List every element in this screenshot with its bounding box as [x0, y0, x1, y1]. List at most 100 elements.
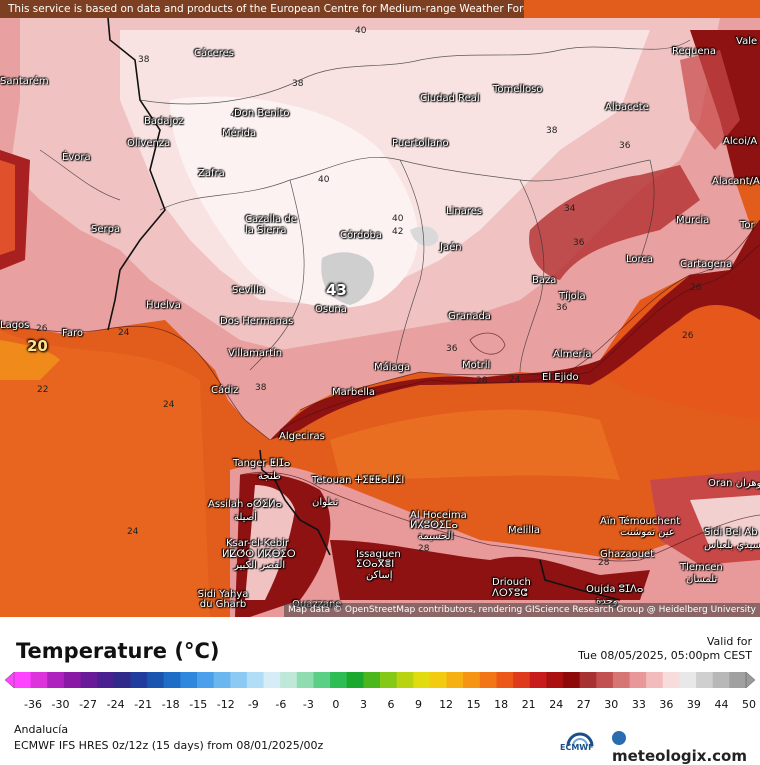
- brand-label: meteologix.com: [612, 747, 747, 765]
- colorbar-cell: [97, 672, 115, 688]
- min-temperature-marker: 20: [27, 337, 48, 355]
- colorbar-cell: [14, 672, 32, 688]
- isoline-label: 38: [546, 126, 558, 136]
- colorbar-cell: [596, 672, 614, 688]
- city-label: Murcia: [676, 215, 710, 226]
- city-label: Assilah ⴰⵚⵉⵍⴰ: [208, 499, 283, 510]
- city-label: Tetouan ⵜⵉⵟⵟⴰⵡⵉⵏ: [312, 475, 405, 486]
- isoline-label: 38: [292, 79, 304, 89]
- city-label: Almería: [553, 349, 592, 360]
- colorbar-cell: [263, 672, 281, 688]
- colorbar-cell: [429, 672, 448, 688]
- colorbar-tick-label: 0: [332, 698, 340, 711]
- city-label: Marbella: [332, 387, 376, 398]
- colorbar-tick-label: -6: [275, 698, 287, 711]
- colorbar-cell: [729, 672, 747, 688]
- colorbar-tick-label: -21: [134, 698, 153, 711]
- ecmwf-logo-icon: [566, 732, 594, 747]
- isoline-label: 26: [690, 283, 702, 293]
- city-label: Osuna: [315, 304, 347, 315]
- city-label: Évora: [62, 152, 91, 163]
- colorbar-tick-label: -15: [189, 698, 208, 711]
- city-label: Alacant/Al: [712, 176, 760, 187]
- city-label: Cádiz: [211, 385, 239, 396]
- temperature-map[interactable]: 40 38 38 40 38 36 40 40 42 34 36 36 38 3…: [0, 0, 760, 617]
- colorbar-tick-label: 6: [387, 698, 395, 711]
- temperature-colorbar: [4, 671, 756, 689]
- ecmwf-logo-label: ECMWF: [560, 743, 594, 752]
- city-label: Olivenza: [127, 138, 171, 149]
- colorbar-tick-label: -24: [106, 698, 125, 711]
- colorbar-cell: [546, 672, 564, 688]
- colorbar-tick-label: 9: [415, 698, 423, 711]
- isoline-label: 40: [230, 110, 242, 120]
- colorbar-cell: [579, 672, 597, 688]
- city-label: Lagos: [0, 320, 30, 331]
- colorbar-cell: [80, 672, 98, 688]
- city-label: Faro: [62, 328, 83, 339]
- colorbar-cell: [197, 672, 215, 688]
- city-label: Ciudad Real: [420, 93, 480, 104]
- city-label: Oujda ⵓⵊⴷⴰ: [586, 584, 644, 595]
- city-label: Linares: [446, 206, 483, 217]
- colorbar-cell: [130, 672, 148, 688]
- isoline-label: 28: [598, 558, 610, 568]
- city-label: Cazalla de la Sierra: [245, 214, 297, 236]
- colorbar-tick-label: 3: [359, 698, 367, 711]
- city-label: Puertollano: [392, 138, 449, 149]
- colorbar-cell: [629, 672, 647, 688]
- city-label: سيدي بلعباس: [704, 540, 760, 551]
- colorbar-cell: [529, 672, 547, 688]
- colorbar-cell: [47, 672, 65, 688]
- city-label: أصيلة: [234, 512, 257, 523]
- isoline-label: 36: [556, 303, 568, 313]
- colorbar-cell: [163, 672, 181, 688]
- city-label: Zafra: [198, 168, 225, 179]
- ecmwf-disclaimer: This service is based on data and produc…: [0, 0, 524, 18]
- city-label: القصر الكبير: [234, 560, 286, 571]
- colorbar-cell: [380, 672, 398, 688]
- city-label: Melilla: [508, 525, 541, 536]
- isoline-label: 38: [138, 55, 150, 65]
- colorbar-tick-label: 50: [742, 698, 756, 711]
- city-label: الحسيمة: [418, 531, 454, 542]
- city-label: تلمسان: [686, 574, 718, 585]
- city-label: Tlemcen: [680, 562, 723, 573]
- city-label: Granada: [448, 311, 491, 322]
- colorbar-cell: [30, 672, 48, 688]
- city-label: ⵉⵙⴰⴳⴻⵏ: [356, 559, 395, 570]
- city-label: Jaén: [440, 242, 462, 253]
- colorbar-cell: [563, 672, 581, 688]
- city-label: Santarém: [0, 76, 49, 87]
- city-label: وجدة: [596, 596, 618, 607]
- colorbar-cell: [679, 672, 697, 688]
- city-label: Ksar-el-Kebir: [226, 538, 289, 549]
- isoline-label: 22: [37, 385, 49, 395]
- isoline-label: 24: [127, 527, 139, 537]
- colorbar-tick-label: 27: [576, 698, 591, 711]
- isoline-label: 26: [682, 331, 694, 341]
- colorbar-tick-label: -3: [302, 698, 314, 711]
- isoline-label: 24: [118, 328, 130, 338]
- city-label: El Ejido: [542, 372, 579, 383]
- city-label: Aïn Témouchent: [600, 516, 681, 527]
- city-label: Serpa: [91, 224, 121, 235]
- city-label: Issaguen: [356, 549, 401, 560]
- city-label: Tanger ⵟⵏⵊⴰ: [233, 458, 291, 469]
- colorbar-cell: [213, 672, 231, 688]
- city-label: Driouch: [492, 577, 531, 588]
- colorbar-cell: [446, 672, 464, 688]
- valid-time[interactable]: Tue 08/05/2025, 05:00pm CEST: [578, 649, 752, 662]
- colorbar-cell: [363, 672, 381, 688]
- colorbar-cell: [612, 672, 631, 688]
- isoline-label: 26: [36, 324, 48, 334]
- city-label: إساكن: [366, 570, 393, 581]
- colorbar-cell: [413, 672, 431, 688]
- city-label: Sevilla: [232, 285, 265, 296]
- legend-footer: Temperature (°C) Valid for Tue 08/05/202…: [0, 617, 760, 765]
- city-label: Requena: [672, 46, 716, 57]
- isoline-label: 24: [509, 375, 521, 385]
- model-run-info: ECMWF IFS HRES 0z/12z (15 days) from 08/…: [14, 739, 324, 752]
- map-attribution[interactable]: Map data © OpenStreetMap contributors, r…: [284, 603, 760, 617]
- isoline-label: 36: [446, 344, 458, 354]
